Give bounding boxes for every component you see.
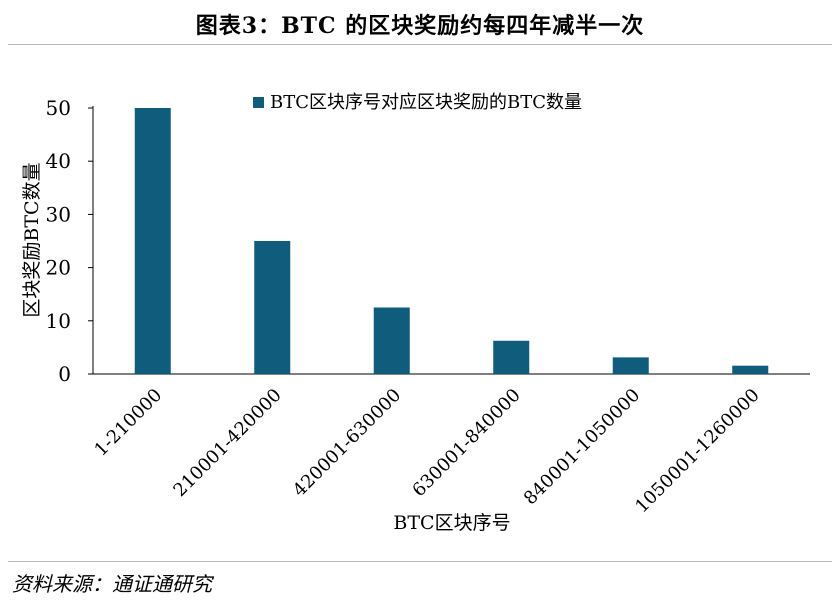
bar bbox=[612, 357, 649, 374]
y-axis-label: 区块奖励BTC数量 bbox=[21, 162, 43, 317]
source-divider bbox=[8, 561, 832, 562]
bar bbox=[493, 340, 530, 374]
bar bbox=[373, 307, 410, 374]
chart-bars bbox=[134, 108, 769, 374]
y-tick-label: 30 bbox=[46, 202, 71, 226]
y-tick-label: 10 bbox=[46, 309, 71, 333]
y-tick-label: 20 bbox=[46, 256, 71, 280]
bar-chart: 0 10 20 30 40 50 1-210000 210001-420000 420001-… bbox=[21, 92, 810, 534]
x-tick-label: 210001-420000 bbox=[169, 385, 285, 501]
y-tick-labels: 0 10 20 30 40 50 bbox=[46, 96, 71, 386]
legend-swatch bbox=[253, 97, 264, 108]
y-tick-label: 0 bbox=[58, 362, 71, 386]
x-tick-label: 420001-630000 bbox=[289, 385, 405, 501]
title-divider bbox=[8, 44, 832, 45]
bar bbox=[134, 108, 171, 374]
x-tick-labels: 1-210000 210001-420000 420001-630000 630001… bbox=[90, 385, 763, 518]
y-tick-label: 40 bbox=[46, 149, 71, 173]
x-tick-label: 840001-1050000 bbox=[520, 385, 644, 509]
x-tick-label: 1-210000 bbox=[90, 385, 166, 461]
bar bbox=[732, 365, 769, 374]
bar bbox=[254, 241, 291, 374]
chart-legend: BTC区块序号对应区块奖励的BTC数量 bbox=[253, 92, 582, 113]
x-axis-label: BTC区块序号 bbox=[393, 512, 510, 534]
chart-axes bbox=[88, 106, 810, 375]
chart-title: 图表3：BTC 的区块奖励约每四年减半一次 bbox=[195, 13, 645, 39]
y-tick-label: 50 bbox=[46, 96, 71, 120]
legend-label: BTC区块序号对应区块奖励的BTC数量 bbox=[270, 92, 582, 113]
x-tick-label: 1050001-1260000 bbox=[631, 385, 764, 518]
x-tick-label: 630001-840000 bbox=[408, 385, 524, 501]
source-note: 资料来源：通证通研究 bbox=[12, 572, 212, 596]
